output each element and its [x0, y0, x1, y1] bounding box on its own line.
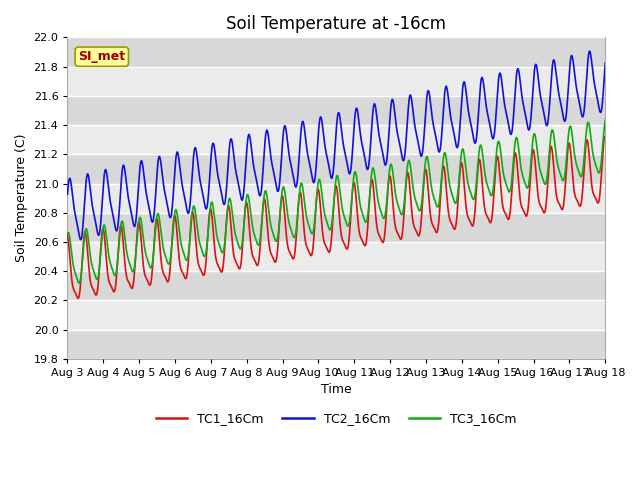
- Bar: [67, 154, 605, 183]
- Bar: [67, 213, 605, 242]
- Bar: [67, 96, 605, 125]
- Legend: TC1_16Cm, TC2_16Cm, TC3_16Cm: TC1_16Cm, TC2_16Cm, TC3_16Cm: [151, 407, 522, 430]
- Bar: [67, 183, 605, 213]
- Bar: [67, 67, 605, 96]
- X-axis label: Time: Time: [321, 384, 352, 396]
- Bar: [67, 125, 605, 154]
- Y-axis label: Soil Temperature (C): Soil Temperature (C): [15, 134, 28, 263]
- Bar: [67, 37, 605, 67]
- Text: SI_met: SI_met: [78, 50, 125, 63]
- Bar: [67, 242, 605, 271]
- Bar: [67, 330, 605, 359]
- Title: Soil Temperature at -16cm: Soil Temperature at -16cm: [227, 15, 446, 33]
- Bar: [67, 300, 605, 330]
- Bar: [67, 271, 605, 300]
